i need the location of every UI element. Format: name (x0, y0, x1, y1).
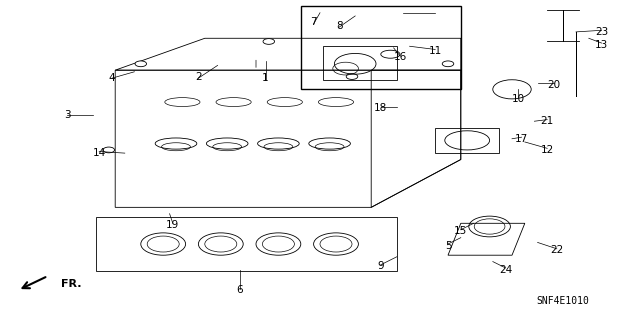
Text: 12: 12 (541, 145, 554, 155)
Ellipse shape (442, 61, 454, 67)
Text: 24: 24 (499, 264, 512, 275)
Text: 15: 15 (454, 226, 467, 236)
Text: 19: 19 (166, 220, 179, 230)
Text: FR.: FR. (61, 279, 81, 289)
Ellipse shape (103, 147, 115, 153)
Ellipse shape (263, 39, 275, 44)
Bar (301, 6, 461, 89)
Ellipse shape (135, 61, 147, 67)
Text: 16: 16 (394, 52, 406, 63)
Text: 17: 17 (515, 134, 528, 144)
Text: 8: 8 (336, 20, 342, 31)
Text: 4: 4 (109, 73, 115, 83)
Text: 21: 21 (541, 116, 554, 126)
Text: 13: 13 (595, 40, 608, 50)
Text: 10: 10 (512, 94, 525, 104)
Ellipse shape (346, 74, 358, 79)
Text: 14: 14 (93, 148, 106, 158)
Text: 7: 7 (310, 17, 317, 27)
Text: 2: 2 (195, 71, 202, 82)
Text: 11: 11 (429, 46, 442, 56)
Text: 22: 22 (550, 245, 563, 256)
Text: 9: 9 (378, 261, 384, 271)
Text: 20: 20 (547, 79, 560, 90)
Text: 18: 18 (374, 103, 387, 114)
Text: SNF4E1010: SNF4E1010 (537, 296, 589, 307)
Text: 3: 3 (64, 110, 70, 120)
Text: 23: 23 (595, 27, 608, 37)
Text: 6: 6 (237, 285, 243, 295)
Text: 1: 1 (262, 73, 269, 83)
Text: 5: 5 (445, 241, 451, 251)
